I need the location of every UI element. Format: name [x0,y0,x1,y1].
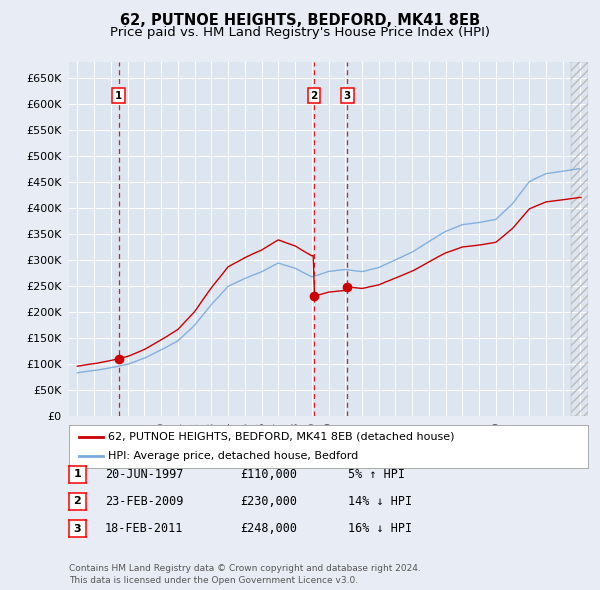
Text: £110,000: £110,000 [240,468,297,481]
Text: 62, PUTNOE HEIGHTS, BEDFORD, MK41 8EB: 62, PUTNOE HEIGHTS, BEDFORD, MK41 8EB [120,13,480,28]
Text: £248,000: £248,000 [240,522,297,535]
Text: 2: 2 [74,497,81,506]
Text: Price paid vs. HM Land Registry's House Price Index (HPI): Price paid vs. HM Land Registry's House … [110,26,490,39]
Text: £230,000: £230,000 [240,495,297,508]
Text: HPI: Average price, detached house, Bedford: HPI: Average price, detached house, Bedf… [108,451,358,461]
Text: 1: 1 [74,470,81,479]
Text: 2: 2 [310,91,317,101]
Text: 3: 3 [344,91,351,101]
Text: 20-JUN-1997: 20-JUN-1997 [105,468,184,481]
Text: Contains HM Land Registry data © Crown copyright and database right 2024.
This d: Contains HM Land Registry data © Crown c… [69,565,421,585]
Text: 5% ↑ HPI: 5% ↑ HPI [348,468,405,481]
Text: 14% ↓ HPI: 14% ↓ HPI [348,495,412,508]
Text: 16% ↓ HPI: 16% ↓ HPI [348,522,412,535]
Text: 3: 3 [74,524,81,533]
Text: 1: 1 [115,91,122,101]
Text: 23-FEB-2009: 23-FEB-2009 [105,495,184,508]
Text: 62, PUTNOE HEIGHTS, BEDFORD, MK41 8EB (detached house): 62, PUTNOE HEIGHTS, BEDFORD, MK41 8EB (d… [108,432,454,442]
Text: 18-FEB-2011: 18-FEB-2011 [105,522,184,535]
